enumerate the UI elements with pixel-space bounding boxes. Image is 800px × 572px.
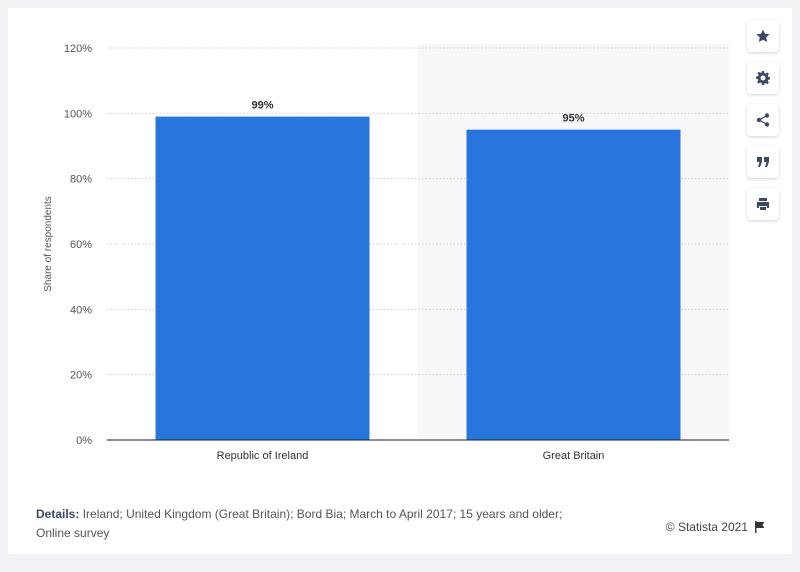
gear-icon [756, 71, 770, 85]
y-tick-label: 80% [70, 174, 92, 186]
settings-button[interactable] [747, 62, 779, 94]
y-tick-label: 40% [70, 304, 92, 316]
x-category-label: Republic of Ireland [217, 450, 309, 462]
details-text: Ireland; United Kingdom (Great Britain);… [36, 507, 563, 540]
share-icon [756, 113, 770, 127]
print-icon [757, 198, 769, 210]
x-category-label: Great Britain [543, 450, 605, 462]
y-tick-label: 60% [70, 239, 92, 251]
quote-icon [757, 157, 769, 167]
details-label: Details: [36, 507, 80, 521]
y-axis-label: Share of respondents [43, 196, 54, 292]
chart-card: 0% 20% 40% 60% 80% 100% 120% 99% Republic of Ire… [8, 8, 792, 554]
y-tick-label: 0% [76, 435, 92, 447]
flag-icon [755, 521, 765, 533]
y-tick-label: 20% [70, 370, 92, 382]
favorite-button[interactable] [747, 20, 779, 52]
bar [155, 116, 370, 440]
details-note: Details: Ireland; United Kingdom (Great … [36, 505, 566, 543]
share-button[interactable] [747, 104, 779, 136]
cite-button[interactable] [747, 146, 779, 178]
y-tick-label: 100% [64, 108, 92, 120]
bar-chart: 0% 20% 40% 60% 80% 100% 120% 99% Republic of Ire… [43, 43, 729, 462]
star-icon [756, 29, 770, 42]
data-label: 99% [251, 100, 273, 112]
chart-toolbar [739, 12, 789, 230]
bar [466, 129, 681, 440]
print-button[interactable] [747, 188, 779, 220]
statista-credit[interactable]: © Statista 2021 [666, 520, 766, 534]
credit-text: © Statista 2021 [665, 520, 748, 534]
data-label: 95% [562, 113, 584, 125]
y-tick-label: 120% [64, 43, 92, 55]
